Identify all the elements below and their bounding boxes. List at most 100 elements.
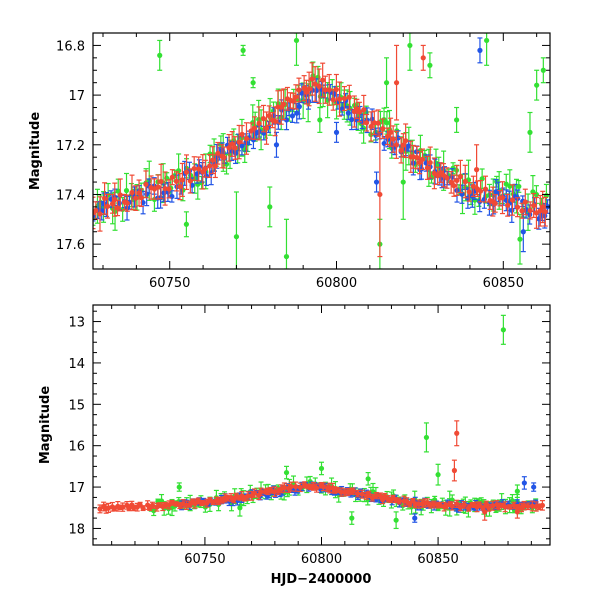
data-point	[371, 110, 377, 136]
data-point	[390, 125, 396, 153]
data-point	[400, 133, 406, 158]
outlier-point	[393, 511, 399, 530]
data-point	[320, 482, 326, 492]
data-point	[351, 95, 357, 128]
outlier-point	[407, 33, 413, 71]
data-point	[437, 502, 443, 509]
outlier-point	[453, 106, 460, 133]
data-point	[221, 146, 227, 169]
outlier-point	[521, 476, 527, 490]
data-point	[162, 501, 168, 509]
y-tick-label: 16.8	[56, 39, 85, 54]
outlier-point	[240, 44, 246, 56]
y-tick-label: 13	[68, 316, 85, 331]
data-point	[440, 163, 447, 188]
data-point	[368, 111, 374, 142]
outlier-point	[283, 218, 290, 269]
data-point	[346, 84, 352, 110]
outlier-point	[423, 422, 430, 453]
outlier-point	[233, 191, 240, 269]
data-point	[256, 106, 262, 141]
data-point	[359, 489, 365, 499]
y-tick-label: 17.4	[56, 188, 85, 203]
y-tick-label: 16	[68, 440, 85, 455]
data-point	[173, 171, 180, 192]
data-point	[301, 75, 307, 102]
outlier-point	[482, 503, 488, 521]
data-point	[313, 483, 320, 493]
data-point	[414, 145, 420, 170]
outlier-point	[393, 44, 400, 121]
data-point	[356, 101, 363, 123]
data-point	[288, 481, 294, 492]
data-point	[309, 62, 315, 96]
data-point	[210, 146, 216, 175]
data-point	[281, 482, 287, 493]
data-point	[514, 197, 521, 218]
data-point	[466, 182, 472, 202]
data-point	[451, 174, 457, 197]
outlier-point	[534, 69, 540, 101]
data-point	[191, 156, 197, 181]
outlier-point	[514, 484, 520, 499]
data-point	[444, 167, 450, 189]
data-point	[215, 141, 221, 165]
outlier-point	[427, 52, 433, 79]
x-tick-label: 60750	[184, 552, 225, 567]
data-point	[431, 157, 437, 190]
data-point	[143, 170, 149, 199]
data-point	[251, 116, 258, 140]
data-point	[482, 175, 489, 203]
data-point	[133, 185, 139, 211]
outlier-point	[517, 213, 523, 265]
data-point	[542, 196, 548, 227]
x-tick-label: 60750	[149, 276, 190, 291]
y-tick-label: 17	[68, 89, 85, 104]
outlier-point	[317, 106, 323, 133]
bottom-panel: 60750 60800 60850 13 14 15 16 17 18 Magnitude HJ…	[38, 304, 551, 587]
outlier-point	[540, 57, 546, 84]
outlier-point	[283, 465, 290, 480]
outlier-point	[365, 471, 371, 486]
data-point	[93, 201, 99, 220]
data-point	[101, 182, 108, 215]
data-point	[490, 500, 496, 511]
data-point	[540, 190, 546, 224]
data-point	[104, 193, 111, 219]
data-point	[438, 162, 444, 183]
outlier-point	[293, 33, 300, 66]
data-point	[117, 178, 123, 212]
data-point	[258, 487, 264, 497]
x-tick-label: 60800	[316, 276, 357, 291]
data-point	[350, 487, 356, 495]
data-point	[151, 178, 158, 200]
data-point	[527, 201, 533, 220]
bottom-data-points	[97, 314, 546, 530]
data-point	[454, 164, 460, 196]
data-point	[226, 133, 232, 162]
data-point	[424, 155, 431, 180]
top-panel: 60750 60800 60850 16.8 17 17.2 17.4 17.6 Magnit…	[28, 32, 551, 291]
y-tick-label: 17.6	[56, 238, 85, 253]
data-point	[364, 113, 370, 132]
data-point	[212, 154, 218, 179]
outlier-point	[435, 463, 441, 486]
data-point	[312, 66, 318, 102]
data-point	[266, 105, 272, 126]
data-point	[454, 499, 460, 509]
data-point	[435, 166, 441, 186]
data-point	[427, 146, 433, 179]
data-point	[431, 500, 437, 509]
outlier-point	[273, 131, 280, 158]
data-point	[509, 184, 516, 216]
data-point	[341, 85, 348, 112]
data-point	[322, 75, 328, 104]
outlier-point	[377, 131, 383, 258]
outlier-point	[500, 314, 506, 345]
data-point	[229, 131, 235, 157]
data-point	[525, 502, 531, 511]
data-point	[138, 188, 144, 208]
outlier-point	[383, 57, 390, 109]
data-point	[393, 130, 400, 159]
data-point	[239, 124, 245, 144]
